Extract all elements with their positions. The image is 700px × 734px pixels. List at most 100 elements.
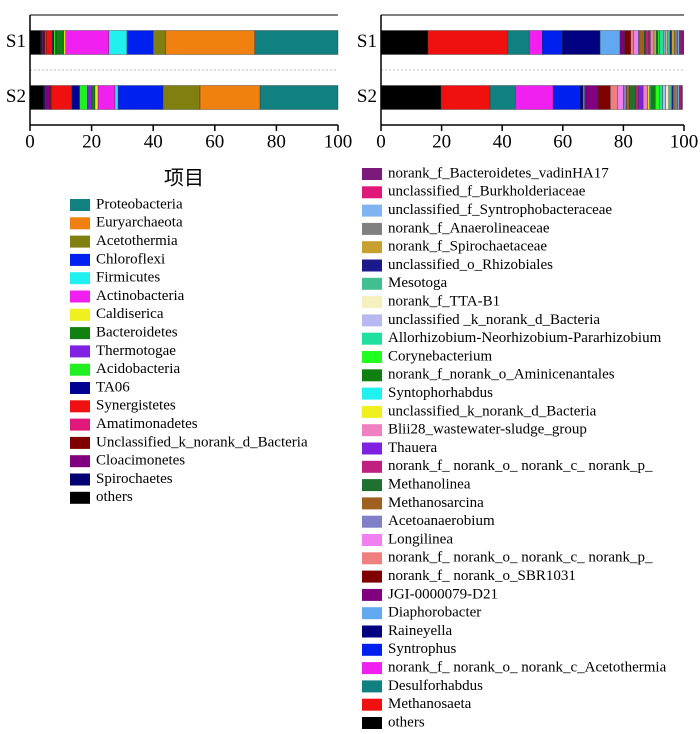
legend-label: Synergistetes (96, 398, 176, 414)
x-tick-label: 0 (376, 131, 386, 152)
bar-segment (541, 30, 563, 55)
legend-label: Syntrophus (388, 641, 457, 657)
bar-segment (507, 30, 530, 55)
legend-label: unclassified_k_norank_d_Bacteria (388, 403, 597, 419)
bar-segment (635, 85, 639, 110)
legend-label: JGI-0000079-D21 (388, 586, 498, 602)
x-tick-label: 20 (82, 131, 101, 152)
bar-segment (114, 85, 119, 110)
bar-segment (644, 30, 647, 55)
legend-swatch (70, 473, 90, 486)
legend-swatch (362, 552, 382, 565)
x-tick-label: 80 (614, 131, 633, 152)
legend-label: Unclassified_k_norank_d_Bacteria (96, 434, 308, 450)
bar-segment (650, 85, 656, 110)
bar-segment (165, 30, 256, 55)
bar-segment (671, 85, 674, 110)
legend-label: TA06 (96, 379, 130, 395)
bar-segment (648, 85, 651, 110)
legend-label: others (96, 489, 133, 505)
legend-swatch (70, 382, 90, 394)
legend-swatch (362, 186, 382, 199)
legend-swatch (362, 515, 382, 528)
legend-swatch (362, 460, 382, 473)
legend-label: Acetothermia (96, 233, 178, 249)
y-tick-label: S2 (357, 86, 377, 107)
legend-label: Chloroflexi (96, 251, 165, 267)
bar-segment (623, 85, 627, 110)
bar-segment (55, 30, 65, 55)
bar-segment (65, 30, 110, 55)
legend-label: Methanosaeta (388, 696, 472, 712)
legend-label: Proteobacteria (96, 196, 183, 212)
bar-segment (666, 30, 671, 55)
bar-segment (29, 30, 41, 55)
legend-swatch (70, 400, 90, 413)
bar-segment (656, 30, 659, 55)
legend-swatch (362, 607, 382, 620)
legend-label: Raineyella (388, 623, 452, 639)
bar-segment (427, 30, 509, 55)
x-tick-label: 60 (205, 131, 224, 152)
bar-segment (87, 85, 93, 110)
legend-label: unclassified_f_Burkholderiaceae (388, 184, 586, 200)
legend-swatch (362, 698, 382, 711)
legend-swatch (70, 418, 90, 431)
legend-label: norank_f_ norank_o_ norank_c_Acetothermi… (388, 660, 667, 676)
bar-segment (380, 30, 429, 55)
bar-segment (630, 30, 634, 55)
legend-label: Corynebacterium (388, 348, 492, 364)
bar-segment (599, 30, 621, 55)
legend-swatch (70, 217, 90, 230)
legend-label: Diaphorobacter (388, 605, 481, 621)
bar-segment (152, 30, 166, 55)
bar-segment (561, 30, 601, 55)
legend-swatch (70, 436, 90, 449)
bar-segment (624, 30, 631, 55)
legend-swatch (362, 405, 382, 418)
legend-label: Acidobacteria (96, 361, 180, 377)
legend-swatch (362, 387, 382, 400)
x-tick-label: 100 (670, 131, 699, 152)
legend-swatch (362, 351, 382, 363)
bar-segment (97, 85, 116, 110)
legend-label: Allorhizobium-Neorhizobium-Pararhizobium (388, 330, 662, 346)
legend-swatch (362, 442, 382, 455)
x-tick-label: 40 (493, 131, 512, 152)
bar-segment (680, 85, 683, 110)
legend-swatch (362, 369, 382, 382)
legend-swatch (362, 625, 382, 638)
legend-swatch (70, 345, 90, 358)
bar-segment (642, 85, 648, 110)
legend-label: norank_f_norank_o_Aminicenantales (388, 367, 615, 383)
bar-segment (49, 85, 52, 110)
bar-segment (108, 30, 128, 55)
bar-segment (653, 30, 656, 55)
legend-swatch (70, 235, 90, 248)
legend-swatch (362, 717, 382, 729)
bar-segment (79, 85, 88, 110)
legend-label: unclassified _k_norank_d_Bacteria (388, 312, 600, 328)
x-tick-label: 100 (324, 131, 353, 152)
bar-segment (126, 30, 154, 55)
legend-swatch (70, 491, 90, 504)
legend-swatch (70, 308, 90, 321)
legend-label: Thauera (388, 440, 437, 456)
bar-segment (117, 85, 164, 110)
legend-swatch (362, 222, 382, 235)
bar-segment (659, 85, 663, 110)
legend-swatch (362, 204, 382, 217)
legend-swatch (362, 332, 382, 345)
x-tick-label: 0 (25, 131, 35, 152)
legend-label: Euryarchaeota (96, 215, 183, 231)
legend-swatch (362, 570, 382, 583)
bar-segment (645, 30, 650, 55)
legend-swatch (70, 253, 90, 266)
bar-segment (579, 85, 584, 110)
legend-label: norank_f_ norank_o_ norank_c_ norank_p_ (388, 550, 653, 566)
bar-segment (671, 30, 675, 55)
bar-segment (638, 85, 644, 110)
legend-swatch (362, 259, 382, 272)
legend-swatch (70, 363, 90, 376)
